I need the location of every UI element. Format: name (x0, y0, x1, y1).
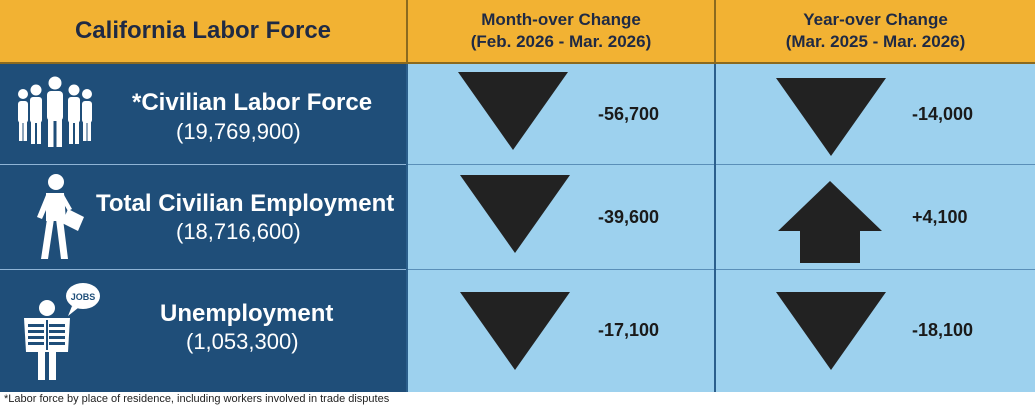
row-label: Total Civilian Employment (96, 190, 395, 217)
down-arrow-icon (460, 175, 570, 253)
month-change-value: -17,100 (598, 320, 660, 340)
month-over-header-line2: (Feb. 2026 - Mar. 2026) (470, 32, 652, 51)
table-title: California Labor Force (0, 0, 406, 64)
walking-worker-icon (32, 173, 88, 261)
group-of-people-icon (14, 76, 96, 148)
year-over-header-line2: (Mar. 2025 - Mar. 2026) (785, 32, 966, 51)
year-over-header-line1: Year-over Change (803, 10, 948, 29)
table-title-text: California Labor Force (74, 17, 332, 44)
jobs-bubble-text: JOBS (71, 292, 96, 302)
month-change-cell: -56,700 (408, 64, 714, 164)
cell-divider (408, 269, 1035, 270)
column-divider (406, 64, 408, 392)
job-seeker-newspaper-icon: JOBS (22, 280, 104, 384)
month-over-header-line1: Month-over Change (481, 10, 641, 29)
row-value: (19,769,900) (176, 119, 301, 144)
month-over-header: Month-over Change (Feb. 2026 - Mar. 2026… (408, 0, 714, 64)
up-arrow-icon (778, 181, 882, 263)
year-change-cell: +4,100 (716, 165, 1035, 269)
row-label: *Civilian Labor Force (132, 89, 373, 116)
year-change-value: -14,000 (912, 104, 974, 124)
row-unemployment: JOBS Unemployment (1,053,300) (0, 270, 406, 392)
year-change-value: +4,100 (912, 207, 968, 227)
month-change-cell: -39,600 (408, 165, 714, 269)
labor-force-table: California Labor Force Month-over Change… (0, 0, 1035, 392)
cell-divider (408, 164, 1035, 165)
row-value: (18,716,600) (176, 219, 301, 244)
row-civilian-labor-force: *Civilian Labor Force (19,769,900) (0, 64, 406, 164)
row-divider (0, 269, 406, 270)
down-arrow-icon (776, 292, 886, 370)
year-change-cell: -14,000 (716, 64, 1035, 164)
column-divider (714, 64, 716, 392)
header-divider (406, 0, 408, 64)
row-value: (1,053,300) (186, 329, 299, 354)
month-change-value: -39,600 (598, 207, 660, 227)
footnote: *Labor force by place of residence, incl… (4, 393, 390, 405)
down-arrow-icon (776, 78, 886, 156)
year-over-header: Year-over Change (Mar. 2025 - Mar. 2026) (716, 0, 1035, 64)
row-divider (0, 164, 406, 165)
month-change-cell: -17,100 (408, 270, 714, 392)
down-arrow-icon (460, 292, 570, 370)
month-change-value: -56,700 (598, 104, 660, 124)
year-change-cell: -18,100 (716, 270, 1035, 392)
row-label: Unemployment (160, 300, 334, 327)
year-change-value: -18,100 (912, 320, 974, 340)
header-divider (714, 0, 716, 64)
down-arrow-icon (458, 72, 568, 150)
row-total-civilian-employment: Total Civilian Employment (18,716,600) (0, 165, 406, 269)
